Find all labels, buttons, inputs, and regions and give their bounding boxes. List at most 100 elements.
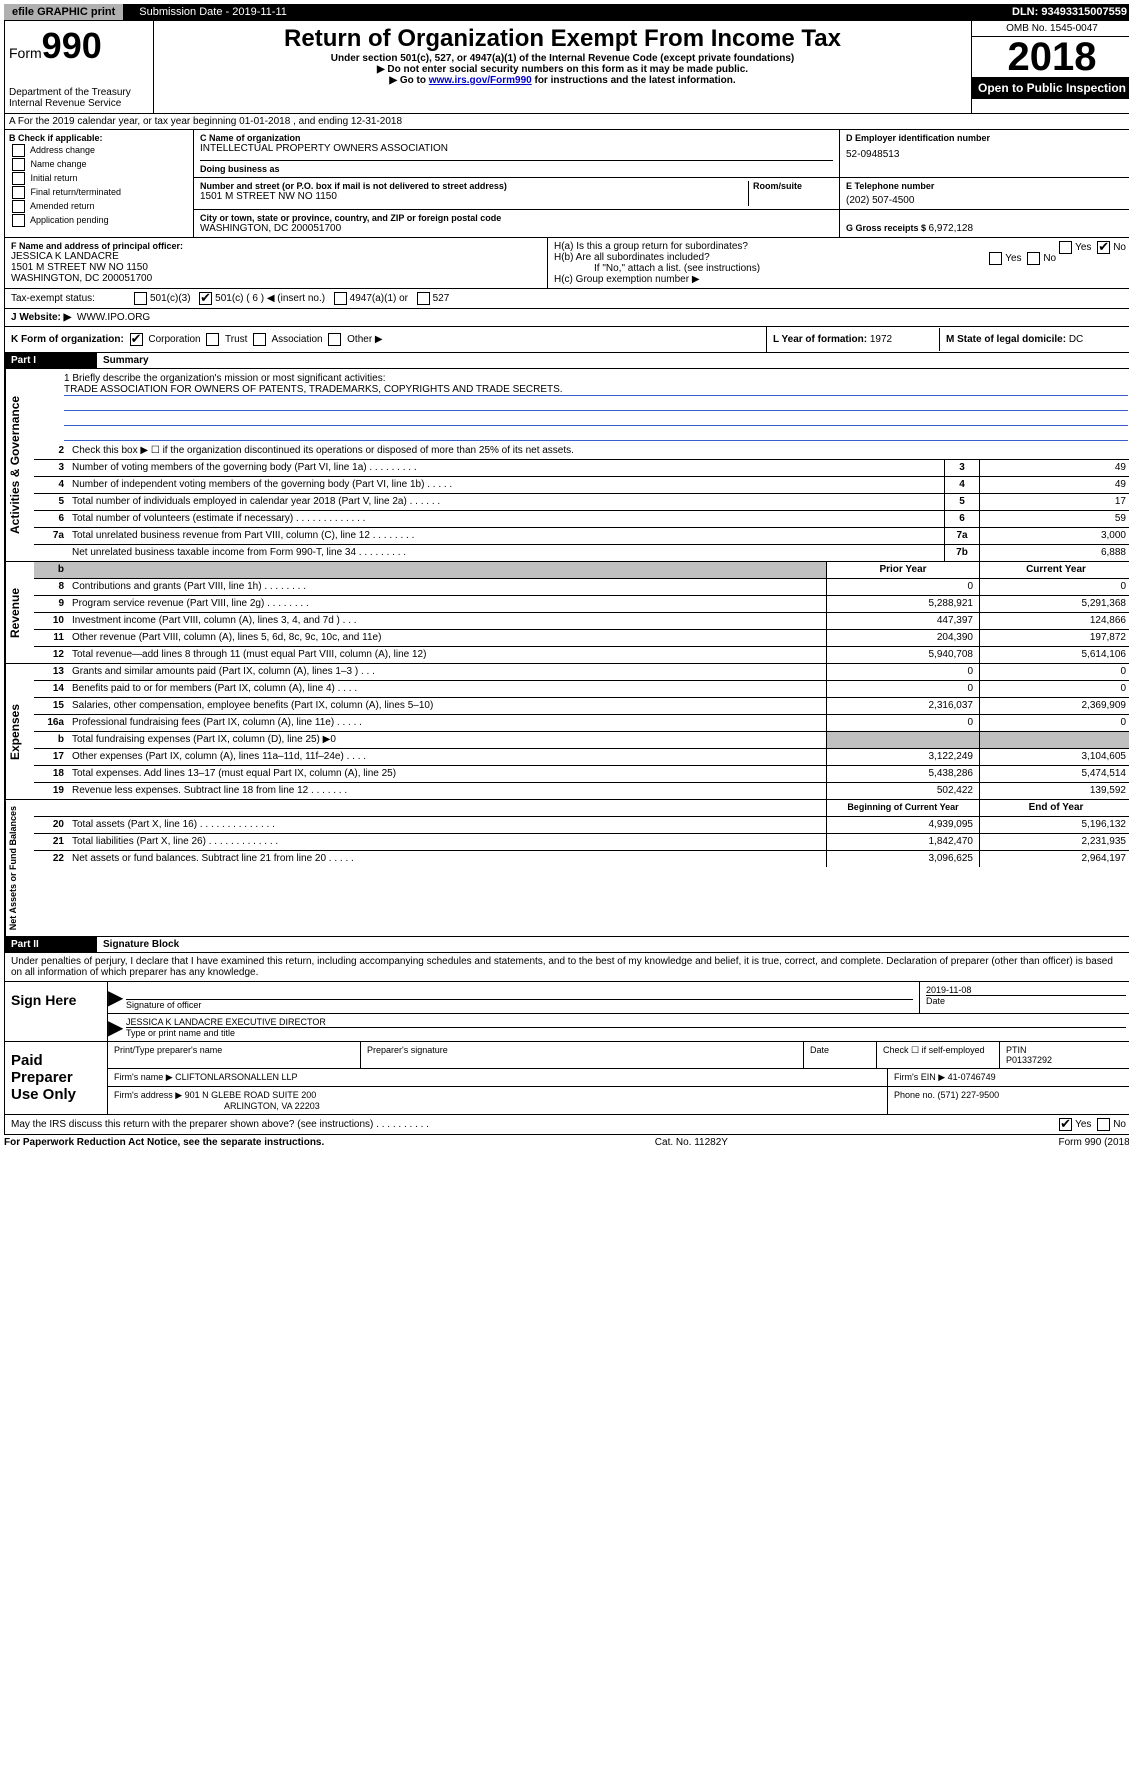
expenses-side-label: Expenses [5, 664, 34, 799]
checkbox-4947[interactable] [334, 292, 347, 305]
end-year-header: End of Year [979, 800, 1129, 816]
dln-label: DLN: 93493315007559 [1006, 4, 1129, 20]
h-a-text: H(a) Is this a group return for subordin… [554, 241, 748, 252]
checkbox-ha-yes[interactable] [1059, 241, 1072, 254]
state-domicile: DC [1069, 334, 1083, 345]
year-formation: 1972 [870, 334, 892, 345]
arrow-icon: ▶ [108, 1014, 120, 1041]
checkbox-final-return[interactable] [12, 186, 25, 199]
officer-name: JESSICA K LANDACRE [11, 251, 541, 262]
checkbox-discuss-yes[interactable] [1059, 1118, 1072, 1131]
ein-value: 52-0948513 [846, 149, 1126, 160]
firm-phone: (571) 227-9500 [938, 1090, 1000, 1100]
prior-year-header: Prior Year [826, 562, 979, 578]
telephone-label: E Telephone number [846, 181, 1126, 191]
checkbox-amended-return[interactable] [12, 200, 25, 213]
section-b-title: B Check if applicable: [9, 133, 189, 143]
org-name: INTELLECTUAL PROPERTY OWNERS ASSOCIATION [200, 143, 833, 154]
table-row: 4Number of independent voting members of… [34, 477, 1129, 494]
dba-label: Doing business as [200, 160, 833, 174]
checkbox-527[interactable] [417, 292, 430, 305]
header-middle: Return of Organization Exempt From Incom… [154, 21, 971, 113]
tax-exempt-label: Tax-exempt status: [11, 293, 131, 304]
table-row: 8Contributions and grants (Part VIII, li… [34, 579, 1129, 596]
footer-right: Form 990 (2018) [1059, 1137, 1129, 1148]
website-label: J Website: ▶ [11, 312, 71, 323]
header-sub3: ▶ Go to www.irs.gov/Form990 for instruct… [162, 75, 963, 86]
discuss-text: May the IRS discuss this return with the… [11, 1119, 429, 1130]
checkbox-application-pending[interactable] [12, 214, 25, 227]
netassets-side-label: Net Assets or Fund Balances [5, 800, 34, 936]
footer-mid: Cat. No. 11282Y [655, 1137, 728, 1148]
sig-date: 2019-11-08 [926, 985, 1126, 995]
irs-link[interactable]: www.irs.gov/Form990 [429, 75, 532, 86]
table-row: 5Total number of individuals employed in… [34, 494, 1129, 511]
table-row: 7aTotal unrelated business revenue from … [34, 528, 1129, 545]
header-sub1: Under section 501(c), 527, or 4947(a)(1)… [162, 53, 963, 64]
form-title: Return of Organization Exempt From Incom… [162, 25, 963, 53]
discuss-row: May the IRS discuss this return with the… [4, 1115, 1129, 1135]
checkbox-corporation[interactable] [130, 333, 143, 346]
checkbox-address-change[interactable] [12, 144, 25, 157]
checkbox-501c[interactable] [199, 292, 212, 305]
block-fh: F Name and address of principal officer:… [4, 238, 1129, 289]
firm-addr1: 901 N GLEBE ROAD SUITE 200 [185, 1090, 317, 1100]
part1-header: Part I Summary [4, 353, 1129, 369]
header-right: OMB No. 1545-0047 2018 Open to Public In… [971, 21, 1129, 113]
checkbox-discuss-no[interactable] [1097, 1118, 1110, 1131]
website-row: J Website: ▶ WWW.IPO.ORG [4, 309, 1129, 327]
checkbox-initial-return[interactable] [12, 172, 25, 185]
year-formation-label: L Year of formation: [773, 334, 870, 345]
header-sub2: ▶ Do not enter social security numbers o… [162, 64, 963, 75]
netassets-section: Net Assets or Fund Balances Beginning of… [4, 800, 1129, 937]
footer: For Paperwork Reduction Act Notice, see … [4, 1135, 1129, 1150]
table-row: 18Total expenses. Add lines 13–17 (must … [34, 766, 1129, 783]
block-bcd: B Check if applicable: Address change Na… [4, 130, 1129, 238]
firm-name: CLIFTONLARSONALLEN LLP [175, 1072, 297, 1082]
org-name-label: C Name of organization [200, 133, 833, 143]
table-row: 20Total assets (Part X, line 16) . . . .… [34, 817, 1129, 834]
checkbox-501c3[interactable] [134, 292, 147, 305]
section-a-tax-year: A For the 2019 calendar year, or tax yea… [4, 114, 1129, 130]
governance-side-label: Activities & Governance [5, 369, 34, 561]
checkbox-hb-yes[interactable] [989, 252, 1002, 265]
table-row: 13Grants and similar amounts paid (Part … [34, 664, 1129, 681]
klm-row: K Form of organization: Corporation Trus… [4, 327, 1129, 353]
line2-text: Check this box ▶ ☐ if the organization d… [68, 443, 1129, 459]
form-header: Form990 Department of the Treasury Inter… [4, 20, 1129, 114]
firm-ein: 41-0746749 [948, 1072, 996, 1082]
part2-title: Signature Block [97, 937, 185, 952]
top-bar: efile GRAPHIC print Submission Date - 20… [4, 4, 1129, 20]
state-domicile-label: M State of legal domicile: [946, 334, 1069, 345]
checkbox-other[interactable] [328, 333, 341, 346]
sign-here-block: Sign Here ▶ Signature of officer 2019-11… [4, 982, 1129, 1042]
gross-receipts-value: 6,972,128 [929, 223, 974, 234]
table-row: Net unrelated business taxable income fr… [34, 545, 1129, 561]
telephone-value: (202) 507-4500 [846, 195, 1126, 206]
table-row: bTotal fundraising expenses (Part IX, co… [34, 732, 1129, 749]
table-row: 3Number of voting members of the governi… [34, 460, 1129, 477]
arrow-icon: ▶ [108, 982, 120, 1013]
checkbox-name-change[interactable] [12, 158, 25, 171]
preparer-sig-label: Preparer's signature [361, 1042, 804, 1068]
checkbox-ha-no[interactable] [1097, 241, 1110, 254]
paid-preparer-block: Paid Preparer Use Only Print/Type prepar… [4, 1042, 1129, 1115]
expenses-section: Expenses 13Grants and similar amounts pa… [4, 664, 1129, 800]
ein-label: D Employer identification number [846, 133, 1126, 143]
checkbox-association[interactable] [253, 333, 266, 346]
header-left: Form990 Department of the Treasury Inter… [5, 21, 154, 113]
checkbox-trust[interactable] [206, 333, 219, 346]
sig-name-label: Type or print name and title [126, 1027, 1126, 1038]
governance-section: Activities & Governance 1 Briefly descri… [4, 369, 1129, 562]
firm-addr-label: Firm's address ▶ [114, 1090, 185, 1100]
tax-exempt-row: Tax-exempt status: 501(c)(3) 501(c) ( 6 … [4, 289, 1129, 309]
section-f: F Name and address of principal officer:… [5, 238, 548, 288]
paid-preparer-label: Paid Preparer Use Only [5, 1042, 108, 1114]
table-row: 21Total liabilities (Part X, line 26) . … [34, 834, 1129, 851]
efile-graphic-print-button[interactable]: efile GRAPHIC print [4, 4, 123, 20]
checkbox-hb-no[interactable] [1027, 252, 1040, 265]
preparer-name-label: Print/Type preparer's name [108, 1042, 361, 1068]
table-row: 19Revenue less expenses. Subtract line 1… [34, 783, 1129, 799]
officer-label: F Name and address of principal officer: [11, 241, 541, 251]
form-prefix: Form [9, 45, 42, 61]
